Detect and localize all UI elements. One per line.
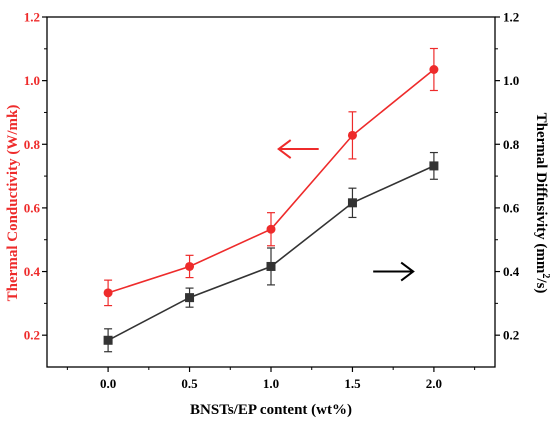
right-y-axis-title-superscript: 2 [540,273,551,278]
right-y-tick-label: 0.6 [503,200,520,215]
data-point [429,65,439,74]
data-point [185,293,195,303]
left-y-tick-label: 1.2 [24,10,40,25]
right-y-tick-label: 0.2 [503,328,519,343]
right-y-tick-label: 0.8 [503,137,520,152]
arrow-annotation-right [373,261,415,282]
data-point [347,130,357,140]
data-point [103,288,113,298]
right-y-axis-title: Thermal Diffusivity (mm2/s) [533,113,551,294]
x-tick-label: 0.5 [181,376,198,391]
arrow-head [277,139,292,159]
x-tick-label: 1.0 [263,376,279,391]
left-y-tick-label: 0.2 [24,328,40,343]
left-y-tick-label: 1.0 [24,73,40,88]
data-point [103,335,113,345]
x-tick-label: 2.0 [426,376,442,391]
left-y-axis-title: Thermal Conductivity (W/mk) [5,105,21,302]
data-point [266,261,276,271]
left-y-tick-label: 0.4 [24,264,41,279]
arrow-head [400,261,415,282]
series-2 [103,151,439,353]
data-point [185,261,195,271]
data-point [266,224,276,234]
plot-frame [46,16,496,368]
right-y-tick-label: 0.4 [503,264,520,279]
x-tick-label: 0.0 [100,376,116,391]
right-y-tick-label: 1.0 [503,73,519,88]
data-point [429,161,439,171]
arrow-annotation-left [277,139,319,159]
series-1 [103,47,439,307]
plot-area: 0.0 0.5 1.0 1.5 2.0 0.2 0.4 0.6 0.8 1.0 1.2 0.2 0.4 0… [24,10,520,392]
left-y-tick-label: 0.6 [24,200,41,215]
data-point [347,198,357,208]
right-y-axis-title-unit: /s) [533,277,549,293]
left-y-tick-label: 0.8 [24,137,41,152]
x-tick-label: 1.5 [344,376,361,391]
right-y-axis-title-main: Thermal Diffusivity (mm [533,113,549,274]
x-axis-title: BNSTs/EP content (wt%) [190,402,352,418]
right-y-tick-label: 1.2 [503,10,519,25]
